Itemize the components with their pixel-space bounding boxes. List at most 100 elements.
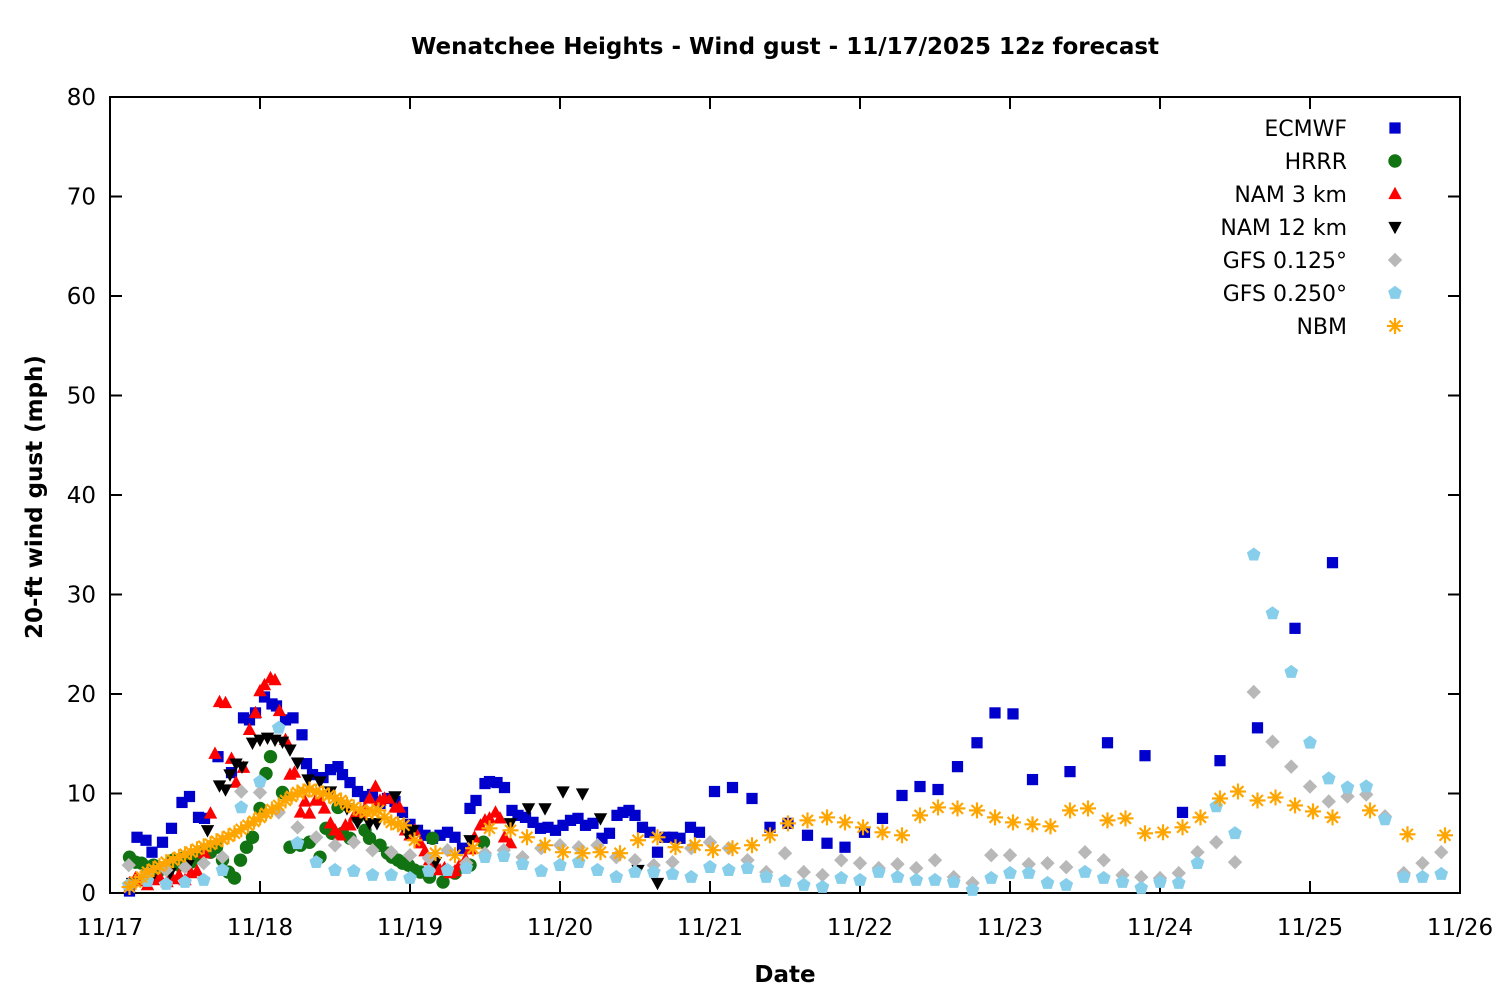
data-point (858, 826, 871, 838)
data-point (984, 870, 999, 884)
data-point (726, 842, 739, 855)
data-point (989, 707, 1001, 719)
data-point (1251, 722, 1264, 734)
data-point (515, 856, 530, 870)
data-point (1115, 874, 1130, 888)
data-point (245, 830, 260, 844)
data-point (763, 829, 777, 842)
data-point (665, 854, 680, 870)
x-tick-label: 11/22 (827, 915, 893, 941)
data-point (388, 791, 402, 804)
data-point (564, 814, 577, 826)
data-point (1190, 845, 1205, 860)
data-point (666, 831, 679, 843)
data-point (406, 825, 420, 838)
data-point (590, 862, 605, 876)
data-point (296, 729, 308, 741)
data-point (504, 824, 517, 837)
data-point (1265, 606, 1280, 620)
data-point (287, 712, 299, 724)
data-point (237, 712, 250, 724)
data-point (674, 832, 686, 844)
data-point (402, 847, 418, 863)
data-point (287, 765, 302, 778)
data-point (1213, 792, 1227, 805)
data-point (300, 758, 313, 770)
y-tick-label: 0 (81, 881, 96, 907)
data-point (483, 822, 496, 835)
data-point (1026, 818, 1039, 831)
data-point (1321, 794, 1336, 809)
data-point (946, 874, 961, 888)
data-point (971, 737, 983, 749)
x-axis-label: Date (754, 962, 816, 988)
data-point (931, 801, 945, 814)
data-point (651, 831, 664, 844)
data-point (343, 818, 357, 831)
data-point (140, 834, 152, 846)
data-point (1176, 821, 1189, 834)
data-point (239, 840, 254, 854)
data-point (263, 749, 278, 764)
data-point (1415, 869, 1430, 883)
data-point (350, 817, 365, 830)
data-point (527, 816, 539, 828)
data-point (344, 776, 356, 789)
data-point (914, 780, 926, 793)
data-point (1227, 854, 1243, 870)
data-point (1387, 252, 1403, 268)
data-point (215, 862, 230, 876)
data-point (542, 821, 554, 833)
data-point (1228, 826, 1242, 840)
data-point (425, 831, 440, 845)
data-point (603, 827, 616, 839)
data-point (593, 813, 608, 826)
data-point (498, 781, 511, 794)
data-point (328, 792, 342, 805)
data-point (1156, 826, 1170, 839)
data-point (1388, 285, 1402, 299)
data-point (309, 854, 324, 868)
data-point (796, 864, 811, 880)
data-point (549, 824, 562, 836)
data-point (176, 796, 188, 809)
data-point (839, 841, 851, 853)
data-point (290, 836, 305, 850)
y-tick-label: 40 (67, 483, 96, 509)
data-point (557, 819, 569, 831)
data-point (378, 811, 391, 824)
data-point (951, 802, 964, 815)
data-point (815, 867, 830, 883)
data-point (1434, 845, 1449, 860)
data-point (1284, 759, 1299, 774)
data-point (1269, 791, 1282, 804)
data-point (852, 855, 868, 871)
data-point (815, 879, 830, 893)
data-point (332, 828, 347, 841)
data-point (1063, 804, 1077, 817)
data-point (853, 872, 867, 886)
data-point (1194, 811, 1207, 824)
y-tick-label: 10 (67, 782, 96, 808)
data-point (913, 809, 927, 822)
data-point (346, 835, 361, 850)
data-point (392, 800, 407, 813)
data-point (1139, 750, 1151, 762)
data-point (745, 839, 759, 852)
data-point (328, 862, 342, 876)
data-point (203, 806, 218, 819)
data-point (403, 870, 417, 884)
data-point (684, 821, 697, 833)
data-point (646, 864, 661, 878)
data-point (334, 794, 348, 807)
x-tick-label: 11/25 (1277, 915, 1343, 941)
data-point (1388, 154, 1402, 168)
data-point (703, 859, 717, 873)
data-point (346, 863, 361, 877)
data-point (534, 822, 547, 834)
data-point (1306, 805, 1320, 818)
data-point (290, 757, 305, 770)
data-point (317, 801, 332, 814)
data-point (927, 852, 943, 868)
data-point (1434, 866, 1449, 880)
